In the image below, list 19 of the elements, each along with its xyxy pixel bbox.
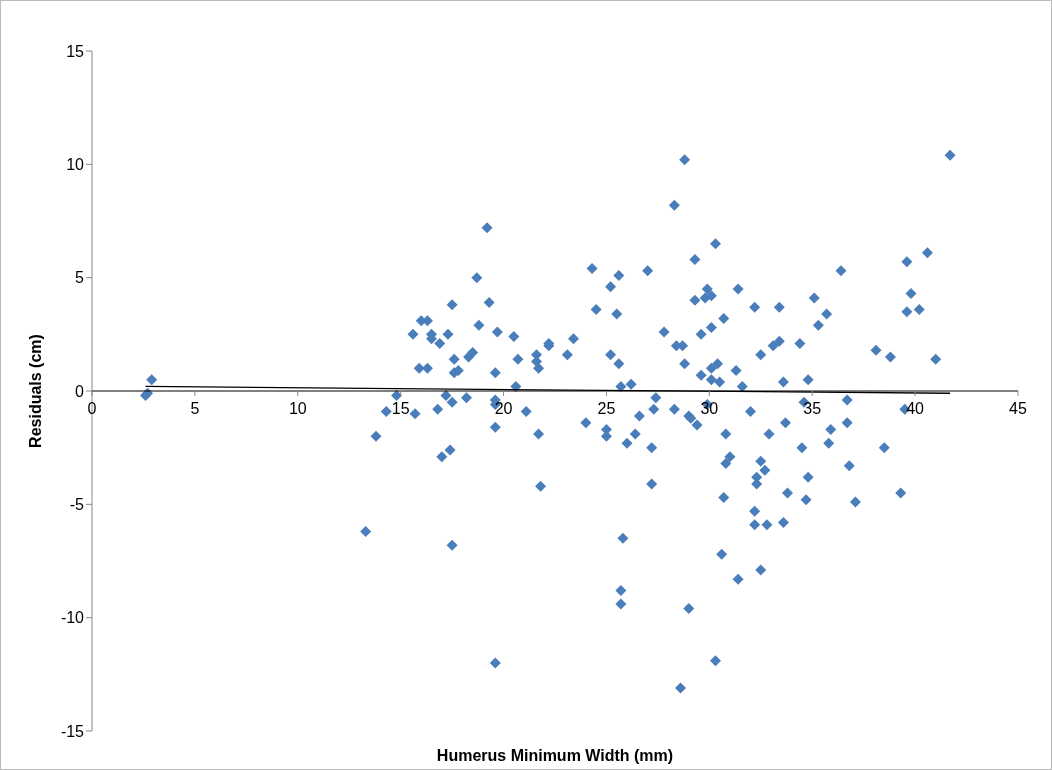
y-tick-label: 0 [75, 382, 85, 400]
x-tick-label: 5 [190, 400, 200, 417]
y-axis-title: Residuals (cm) [26, 334, 44, 448]
x-tick-label: 15 [391, 400, 410, 417]
x-tick-label: 30 [700, 400, 719, 417]
x-tick-label: 10 [288, 400, 307, 417]
y-tick-label: -15 [60, 722, 85, 740]
y-tick-label: 10 [66, 156, 85, 174]
x-tick-label: 45 [1009, 400, 1027, 417]
x-tick-label: 35 [803, 400, 822, 417]
y-tick-label: 15 [66, 42, 85, 60]
x-tick-label: 25 [597, 400, 616, 417]
x-tick-label: 0 [87, 400, 97, 417]
y-tick-label: -5 [69, 496, 85, 514]
x-tick-label: 20 [494, 400, 513, 417]
x-axis-title: Humerus Minimum Width (mm) [436, 747, 674, 764]
y-tick-label: 5 [75, 269, 85, 287]
x-tick-label: 40 [906, 400, 925, 417]
y-tick-label: -10 [60, 609, 85, 627]
